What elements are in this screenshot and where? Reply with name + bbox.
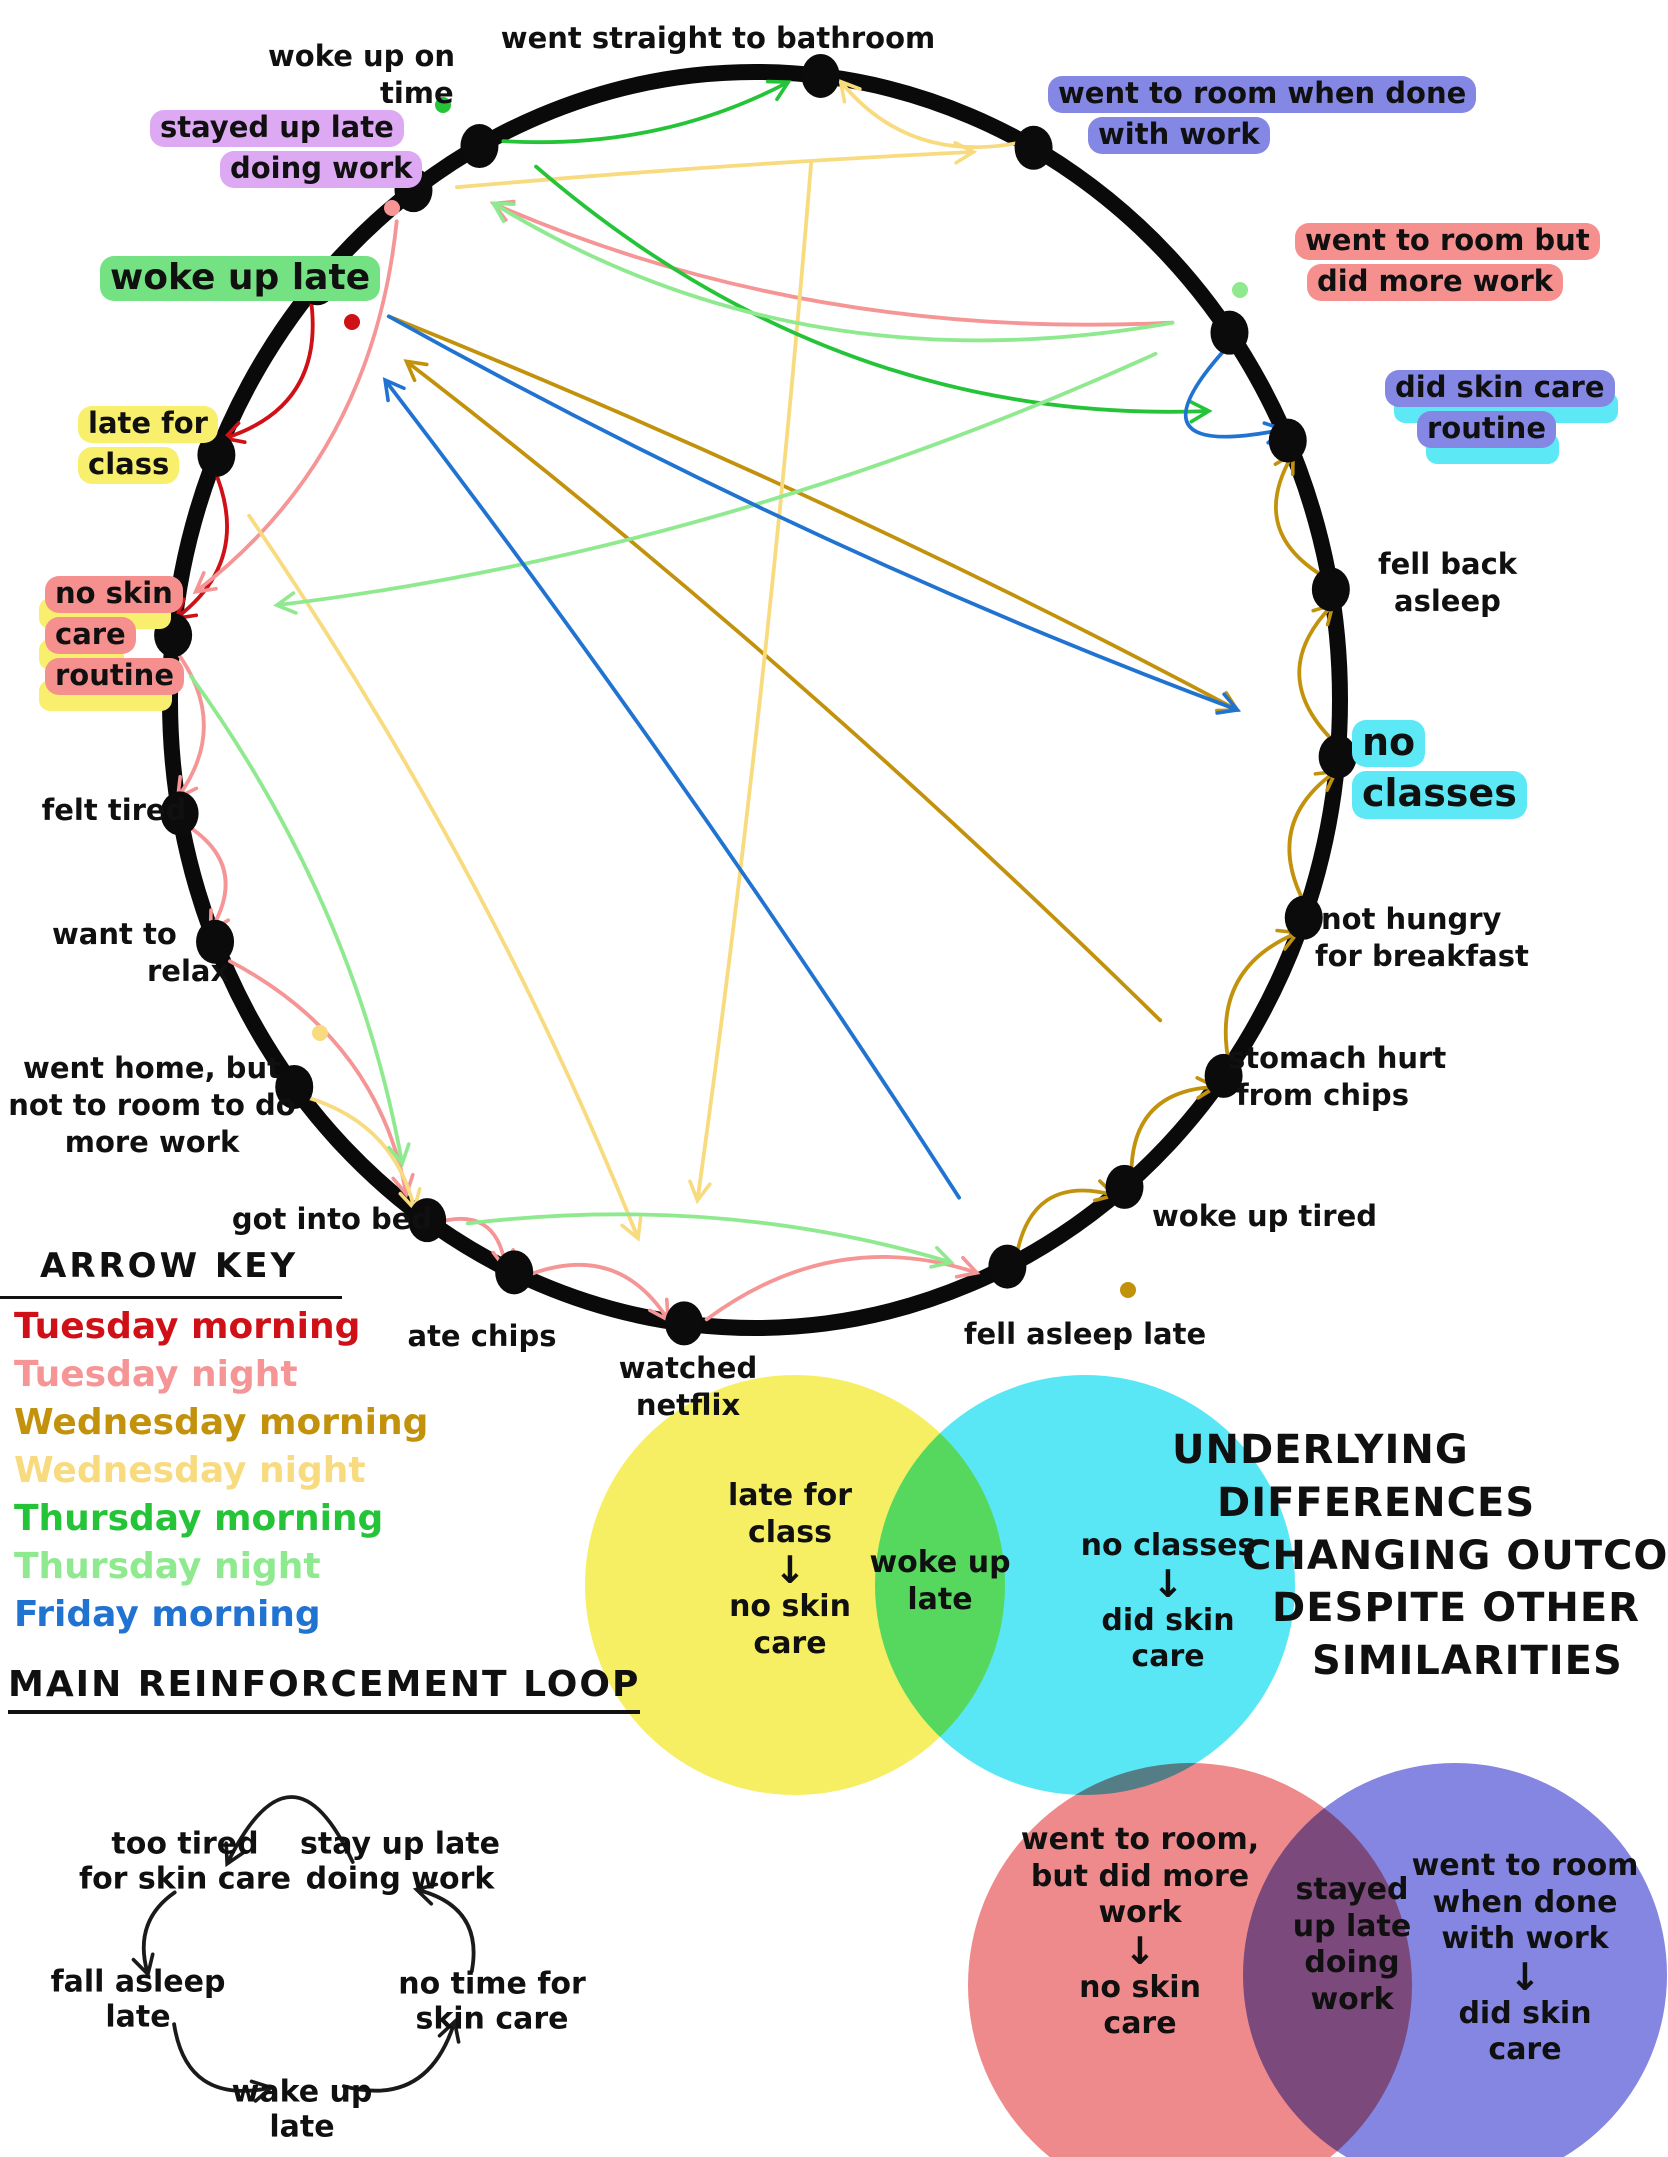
arrow-wednesday_night-21 xyxy=(301,1094,422,1213)
arrow-tuesday_night-5 xyxy=(180,820,231,934)
arrow-wednesday_morning-14 xyxy=(1297,601,1340,747)
start-dot-wednesday_morning xyxy=(1120,1282,1136,1298)
start-dot-thursday_morning xyxy=(435,97,451,113)
loop-arrow-2 xyxy=(172,2022,275,2103)
node-dot-went-home xyxy=(275,1064,314,1109)
loop-arrow-3 xyxy=(341,2018,461,2093)
arrow-wednesday_morning-11 xyxy=(1129,1076,1220,1181)
arrow-wednesday_morning-13 xyxy=(1287,769,1339,909)
node-dot-woke-up-on-time xyxy=(460,124,499,169)
arrow-thursday_night-25 xyxy=(490,201,1175,343)
start-dot-thursday_night xyxy=(1232,282,1248,298)
node-dot-woke-up-late xyxy=(298,261,337,306)
arrow-wednesday_morning-17 xyxy=(403,359,1163,1023)
node-dot-room-when-done xyxy=(1014,125,1053,170)
arrow-friday_morning-31 xyxy=(1183,338,1288,445)
arrow-thursday_morning-23 xyxy=(534,164,1213,424)
node-dot-fell-back-asleep xyxy=(1311,567,1350,612)
arrow-tuesday_night-9 xyxy=(704,1255,981,1322)
node-dot-ate-chips xyxy=(495,1250,534,1295)
arrow-tuesday_night-4 xyxy=(171,645,206,801)
node-dot-stomach-hurt xyxy=(1204,1053,1243,1098)
timeline-circle xyxy=(162,64,1348,1336)
start-dot-tuesday_morning xyxy=(344,314,360,330)
start-dot-tuesday_night xyxy=(384,200,400,216)
node-dot-bathroom xyxy=(801,53,840,98)
arrow-wednesday_night-19 xyxy=(838,78,1021,150)
arrow-tuesday_night-2 xyxy=(489,199,1175,327)
arrow-thursday_morning-24 xyxy=(501,79,792,145)
arrow-wednesday_night-22 xyxy=(247,513,643,1242)
loop-arrow-4 xyxy=(412,1882,476,1974)
node-dot-room-more-work xyxy=(1210,310,1249,355)
node-dot-late-for-class xyxy=(197,432,236,477)
arrow-wednesday_morning-16 xyxy=(386,314,1241,713)
arrow-wednesday_night-18 xyxy=(455,140,978,190)
arrow-tuesday_morning-1 xyxy=(172,465,229,621)
arrow-tuesday_night-8 xyxy=(524,1262,671,1324)
arrow-thursday_night-27 xyxy=(189,674,411,1168)
node-dot-fell-asleep-late xyxy=(988,1244,1027,1289)
node-dot-got-into-bed xyxy=(408,1198,447,1243)
arrow-thursday_night-28 xyxy=(465,1212,955,1269)
arrow-tuesday_night-6 xyxy=(228,959,415,1198)
node-dot-watched-netflix xyxy=(665,1301,704,1346)
arrow-wednesday_morning-10 xyxy=(1013,1179,1119,1263)
node-dot-no-skin-care xyxy=(154,613,193,658)
arrow-tuesday_night-3 xyxy=(192,219,399,595)
node-dot-woke-up-tired xyxy=(1105,1164,1144,1209)
node-dot-stayed-up-late xyxy=(394,168,433,213)
node-dot-did-skin-care xyxy=(1268,418,1307,463)
loop-arrow-1 xyxy=(131,1890,177,1978)
start-dot-wednesday_night xyxy=(312,1025,328,1041)
arrow-wednesday_morning-12 xyxy=(1223,928,1301,1067)
arrow-wednesday_morning-15 xyxy=(1273,450,1330,581)
node-dot-no-classes xyxy=(1318,734,1357,779)
arrow-friday_morning-29 xyxy=(382,377,961,1200)
node-dot-felt-tired xyxy=(160,791,199,836)
arrow-wednesday_night-20 xyxy=(688,161,813,1205)
node-dot-not-hungry xyxy=(1284,895,1323,940)
arrow-friday_morning-30 xyxy=(386,314,1241,715)
node-dot-want-to-relax xyxy=(196,919,235,964)
arrow-tuesday_morning-0 xyxy=(221,293,315,444)
loop-arrow-0 xyxy=(224,1795,355,1868)
arrow-thursday_night-26 xyxy=(273,351,1158,615)
